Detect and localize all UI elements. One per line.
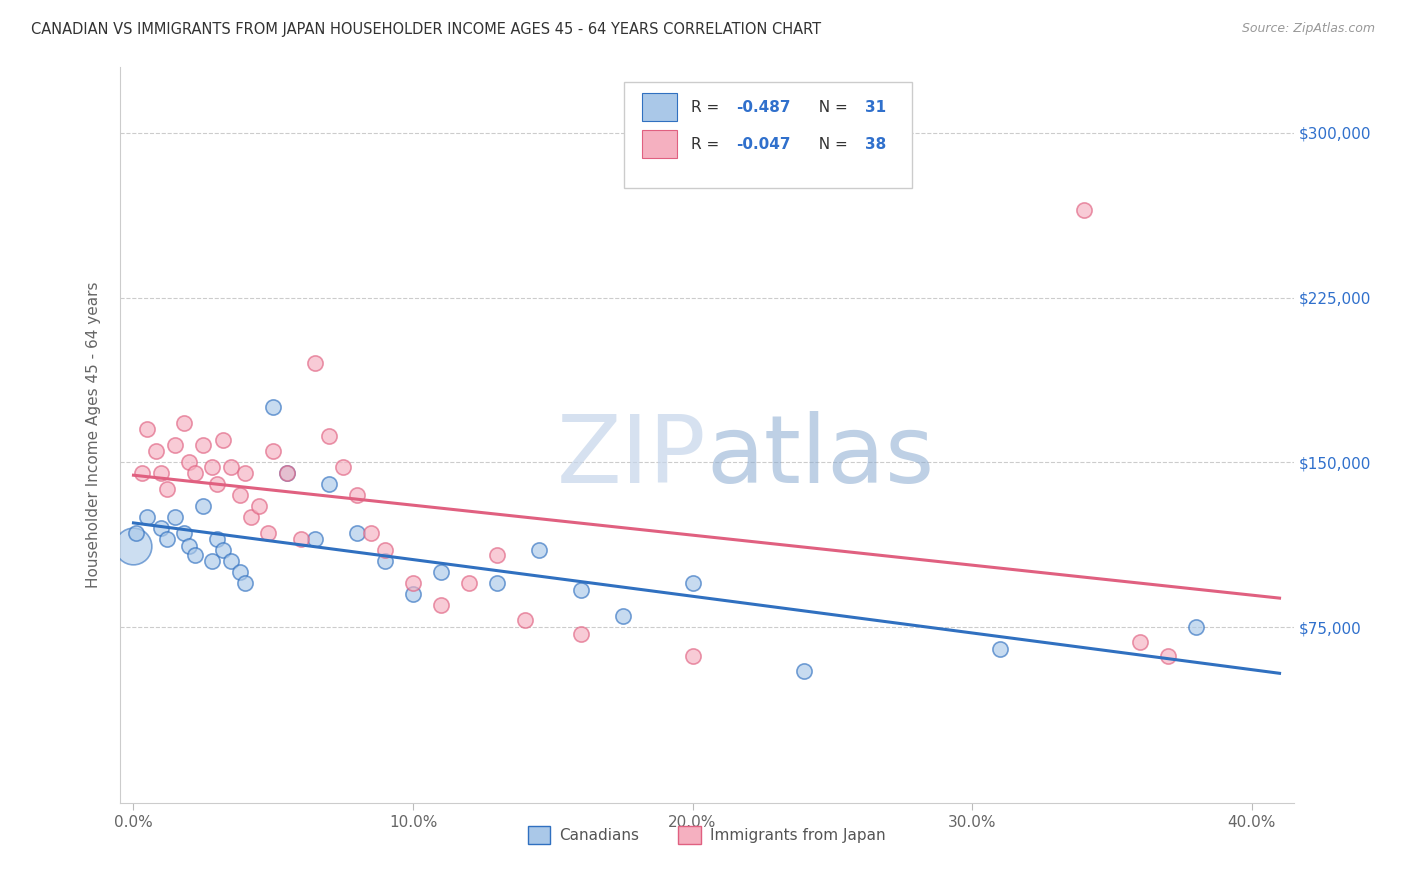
Point xyxy=(201,554,224,568)
Point xyxy=(485,548,508,562)
Point xyxy=(276,467,298,481)
Point xyxy=(212,543,235,558)
Text: ZIP: ZIP xyxy=(557,411,707,503)
Point xyxy=(179,539,201,553)
Point xyxy=(165,510,187,524)
Point xyxy=(346,488,368,502)
Point xyxy=(682,576,704,591)
Point xyxy=(150,467,173,481)
Text: -0.047: -0.047 xyxy=(735,136,790,152)
Legend: Canadians, Immigrants from Japan: Canadians, Immigrants from Japan xyxy=(522,820,891,850)
Text: N =: N = xyxy=(808,100,852,115)
Text: R =: R = xyxy=(692,136,724,152)
Point xyxy=(184,467,207,481)
Point xyxy=(228,565,250,579)
Point xyxy=(402,576,425,591)
Point xyxy=(1129,635,1152,649)
Point xyxy=(304,356,326,370)
Point xyxy=(179,455,201,469)
Y-axis label: Householder Income Ages 45 - 64 years: Householder Income Ages 45 - 64 years xyxy=(86,282,101,588)
Point xyxy=(136,422,159,436)
Point xyxy=(402,587,425,601)
Point xyxy=(239,510,262,524)
Point xyxy=(233,467,256,481)
Point xyxy=(201,459,224,474)
Point xyxy=(212,434,235,448)
Point xyxy=(430,565,453,579)
Text: -0.487: -0.487 xyxy=(735,100,790,115)
Point xyxy=(1073,202,1095,217)
Point xyxy=(145,444,167,458)
Point xyxy=(346,525,368,540)
Point xyxy=(136,510,159,524)
Text: atlas: atlas xyxy=(707,411,935,503)
Point xyxy=(374,554,396,568)
Point xyxy=(360,525,382,540)
Point xyxy=(207,477,229,491)
Point xyxy=(262,444,284,458)
Point xyxy=(221,459,243,474)
Point xyxy=(221,554,243,568)
FancyBboxPatch shape xyxy=(624,81,912,188)
Text: N =: N = xyxy=(808,136,852,152)
Point xyxy=(173,525,195,540)
Point xyxy=(430,598,453,612)
Point xyxy=(374,543,396,558)
Text: 38: 38 xyxy=(865,136,886,152)
Point xyxy=(207,532,229,546)
Point xyxy=(682,648,704,663)
Point xyxy=(988,642,1011,657)
Point xyxy=(156,482,179,496)
FancyBboxPatch shape xyxy=(643,94,678,121)
Point xyxy=(150,521,173,535)
Point xyxy=(233,576,256,591)
Point xyxy=(193,500,215,514)
Point xyxy=(569,582,592,597)
Point xyxy=(276,467,298,481)
Point xyxy=(318,477,340,491)
Point xyxy=(332,459,354,474)
Point xyxy=(173,416,195,430)
Point xyxy=(513,614,536,628)
Point xyxy=(793,664,815,678)
FancyBboxPatch shape xyxy=(643,130,678,158)
Point xyxy=(1157,648,1180,663)
Point xyxy=(318,429,340,443)
Point xyxy=(1184,620,1206,634)
Point xyxy=(290,532,312,546)
Point xyxy=(485,576,508,591)
Point xyxy=(193,438,215,452)
Point xyxy=(256,525,278,540)
Point xyxy=(184,548,207,562)
Point xyxy=(122,539,145,553)
Point xyxy=(458,576,481,591)
Point xyxy=(304,532,326,546)
Point xyxy=(125,525,148,540)
Text: Source: ZipAtlas.com: Source: ZipAtlas.com xyxy=(1241,22,1375,36)
Point xyxy=(527,543,550,558)
Point xyxy=(156,532,179,546)
Point xyxy=(262,401,284,415)
Text: 31: 31 xyxy=(865,100,886,115)
Text: CANADIAN VS IMMIGRANTS FROM JAPAN HOUSEHOLDER INCOME AGES 45 - 64 YEARS CORRELAT: CANADIAN VS IMMIGRANTS FROM JAPAN HOUSEH… xyxy=(31,22,821,37)
Text: R =: R = xyxy=(692,100,724,115)
Point xyxy=(247,500,270,514)
Point xyxy=(228,488,250,502)
Point xyxy=(612,609,634,624)
Point xyxy=(569,626,592,640)
Point xyxy=(165,438,187,452)
Point xyxy=(131,467,153,481)
